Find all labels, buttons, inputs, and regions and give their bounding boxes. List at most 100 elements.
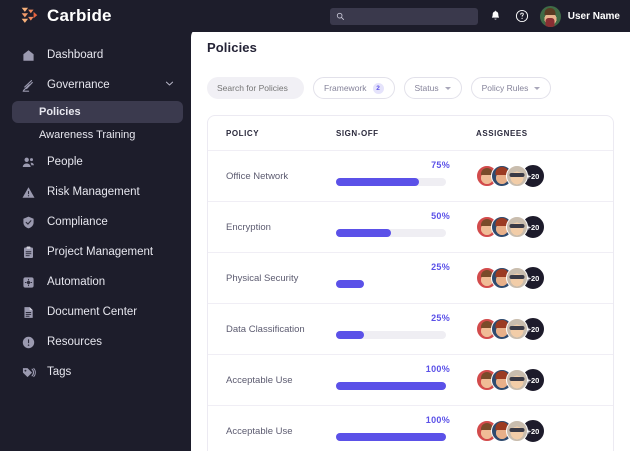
signoff-percent-label: 100% xyxy=(425,364,450,374)
policy-name: Data Classification xyxy=(226,323,305,335)
policies-table: POLICY SIGN-OFF ASSIGNEES Office Network… xyxy=(207,115,614,451)
bell-icon[interactable] xyxy=(488,8,504,24)
table-body: Office Network 75% +20 Encryption 50% +20 Phys… xyxy=(208,150,613,451)
signoff-percent-label: 100% xyxy=(425,415,450,425)
signoff-progress: 75% xyxy=(336,159,476,193)
avatar xyxy=(506,165,528,187)
policy-name: Encryption xyxy=(226,221,271,233)
table-row[interactable]: Acceptable Use 100% +20 xyxy=(208,405,613,451)
sidebar-item-people[interactable]: People xyxy=(12,147,183,177)
progress-track xyxy=(336,280,446,288)
sidebar-item-resources[interactable]: Resources xyxy=(12,327,183,357)
assignee-group[interactable]: +20 xyxy=(476,266,595,290)
table-row[interactable]: Encryption 50% +20 xyxy=(208,201,613,252)
top-bar: Carbide xyxy=(0,0,630,32)
table-row[interactable]: Office Network 75% +20 xyxy=(208,150,613,201)
progress-track xyxy=(336,331,446,339)
progress-track xyxy=(336,229,446,237)
search-for-policies-field[interactable] xyxy=(207,77,304,99)
search-input[interactable] xyxy=(349,11,472,21)
signoff-progress: 100% xyxy=(336,363,476,397)
progress-fill xyxy=(336,229,391,237)
policy-name: Acceptable Use xyxy=(226,425,293,437)
policy-rules-filter-label: Policy Rules xyxy=(481,83,529,93)
progress-track xyxy=(336,382,446,390)
signoff-progress: 25% xyxy=(336,312,476,346)
column-header-policy: POLICY xyxy=(226,128,260,138)
sidebar-item-document-center[interactable]: Document Center xyxy=(12,297,183,327)
shield-check-icon xyxy=(20,214,36,230)
user-name-label: User Name xyxy=(567,10,620,22)
question-circle-icon[interactable] xyxy=(514,8,530,24)
sidebar-item-label: People xyxy=(47,156,83,168)
sidebar-item-compliance[interactable]: Compliance xyxy=(12,207,183,237)
user-menu[interactable]: User Name xyxy=(539,5,620,27)
document-icon xyxy=(20,304,36,320)
assignee-overflow-badge[interactable]: +20 xyxy=(521,368,545,392)
sidebar-item-label: Risk Management xyxy=(47,186,140,198)
assignee-group[interactable]: +20 xyxy=(476,164,595,188)
sidebar-item-policies[interactable]: Policies xyxy=(12,101,183,123)
sidebar-item-label: Project Management xyxy=(47,246,154,258)
sidebar-item-label: Governance xyxy=(47,79,110,91)
signoff-percent-label: 75% xyxy=(431,160,450,170)
sidebar-item-label: Resources xyxy=(47,336,102,348)
sidebar-subitem-label: Policies xyxy=(39,106,81,118)
sidebar-item-governance[interactable]: Governance xyxy=(12,70,183,100)
sidebar-item-tags[interactable]: Tags xyxy=(12,357,183,387)
people-icon xyxy=(20,154,36,170)
caret-down-icon xyxy=(534,86,541,90)
status-filter-label: Status xyxy=(414,83,439,93)
sidebar-item-risk-management[interactable]: Risk Management xyxy=(12,177,183,207)
status-filter[interactable]: Status xyxy=(403,77,462,99)
user-avatar xyxy=(539,5,561,27)
table-row[interactable]: Data Classification 25% +20 xyxy=(208,303,613,354)
sidebar-item-project-management[interactable]: Project Management xyxy=(12,237,183,267)
signoff-progress: 25% xyxy=(336,261,476,295)
sidebar-item-label: Compliance xyxy=(47,216,108,228)
gavel-icon xyxy=(20,77,36,93)
tag-icon xyxy=(20,364,36,380)
signoff-percent-label: 25% xyxy=(431,262,450,272)
brand[interactable]: Carbide xyxy=(0,5,195,27)
signoff-progress: 50% xyxy=(336,210,476,244)
avatar xyxy=(506,369,528,391)
table-row[interactable]: Physical Security 25% +20 xyxy=(208,252,613,303)
sidebar-item-label: Dashboard xyxy=(47,49,104,61)
exclamation-circle-icon xyxy=(20,334,36,350)
global-search[interactable] xyxy=(329,7,478,25)
sidebar-item-automation[interactable]: Automation xyxy=(12,267,183,297)
policy-name: Acceptable Use xyxy=(226,374,293,386)
search-icon xyxy=(336,12,345,21)
column-header-signoff: SIGN-OFF xyxy=(336,128,379,138)
sidebar-item-label: Document Center xyxy=(47,306,138,318)
table-header-row: POLICY SIGN-OFF ASSIGNEES xyxy=(208,116,613,150)
avatar xyxy=(506,420,528,442)
table-row[interactable]: Acceptable Use 100% +20 xyxy=(208,354,613,405)
assignee-group[interactable]: +20 xyxy=(476,317,595,341)
progress-fill xyxy=(336,382,446,390)
search-for-policies-input[interactable] xyxy=(217,83,294,93)
page-title: Policies xyxy=(207,40,257,55)
assignee-group[interactable]: +20 xyxy=(476,368,595,392)
sidebar-item-label: Automation xyxy=(47,276,106,288)
progress-fill xyxy=(336,280,364,288)
progress-fill xyxy=(336,433,446,441)
brand-name: Carbide xyxy=(47,6,112,25)
sidebar-item-awareness-training[interactable]: Awareness Training xyxy=(12,124,183,146)
progress-track xyxy=(336,433,446,441)
sidebar-item-dashboard[interactable]: Dashboard xyxy=(12,40,183,70)
avatar xyxy=(506,216,528,238)
framework-filter-label: Framework xyxy=(324,83,367,93)
clipboard-icon xyxy=(20,244,36,260)
chevron-down-icon[interactable] xyxy=(164,78,175,92)
signoff-progress: 100% xyxy=(336,414,476,448)
assignee-group[interactable]: +20 xyxy=(476,419,595,443)
gear-square-icon xyxy=(20,274,36,290)
framework-filter[interactable]: Framework 2 xyxy=(313,77,395,99)
top-bar-actions: User Name xyxy=(329,5,630,27)
main-content: Policies Framework 2 Status Policy Rules… xyxy=(191,28,630,451)
policy-rules-filter[interactable]: Policy Rules xyxy=(470,77,552,99)
signoff-percent-label: 25% xyxy=(431,313,450,323)
assignee-group[interactable]: +20 xyxy=(476,215,595,239)
